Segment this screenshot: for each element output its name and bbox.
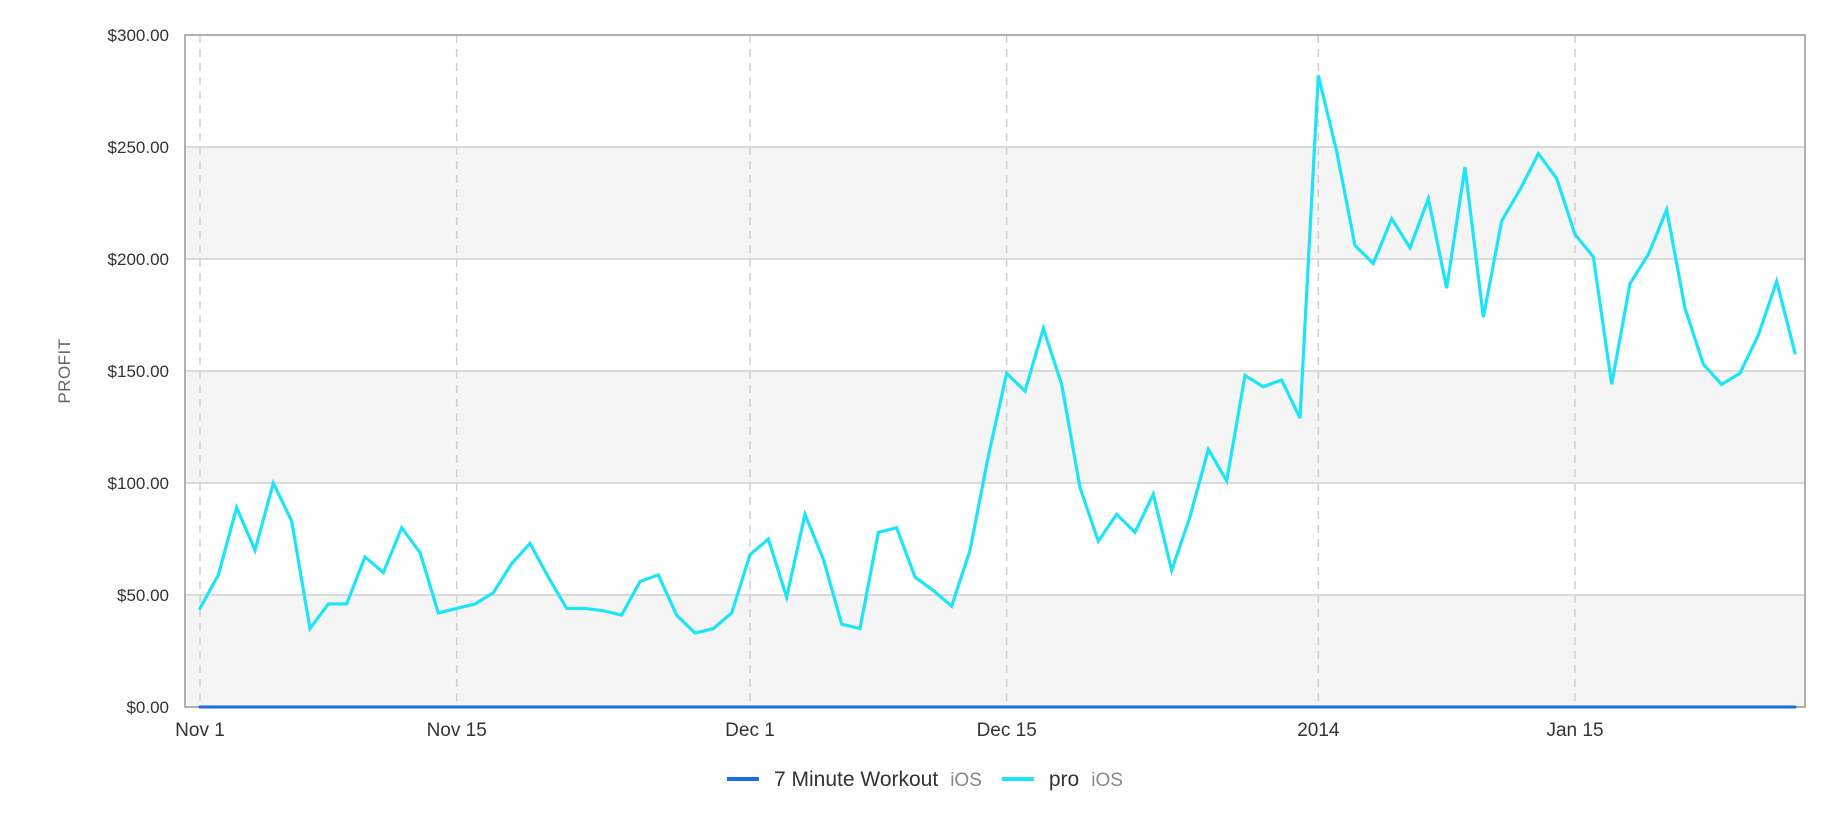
x-tick-label: Dec 1 — [725, 720, 775, 741]
y-tick-label: $50.00 — [117, 586, 169, 605]
y-axis-label: PROFIT — [55, 338, 74, 403]
plot-band — [185, 483, 1805, 595]
x-tick-label: Nov 1 — [175, 720, 225, 741]
series-line-pro[interactable] — [198, 74, 1797, 635]
x-axis-tick-labels: Nov 1 Nov 15 Dec 1 Dec 15 2014 Jan 15 — [175, 720, 1603, 741]
legend-series-platform: iOS — [1091, 770, 1123, 791]
y-axis-tick-labels: $0.00 $50.00 $100.00 $150.00 $200.00 $250.00 $… — [108, 26, 169, 717]
legend-series-platform: iOS — [950, 770, 982, 791]
y-tick-label: $250.00 — [108, 138, 169, 157]
legend[interactable]: 7 Minute Workout iOS pro iOS — [727, 768, 1123, 791]
legend-series-name: 7 Minute Workout — [774, 768, 938, 791]
plot-band — [185, 35, 1805, 147]
x-tick-label: Jan 15 — [1546, 720, 1603, 741]
plot-band — [185, 147, 1805, 259]
legend-item[interactable]: pro iOS — [1001, 768, 1123, 791]
y-tick-label: $100.00 — [108, 474, 169, 493]
legend-series-name: pro — [1049, 768, 1079, 791]
legend-item[interactable]: 7 Minute Workout iOS — [727, 768, 982, 791]
x-tick-label: Dec 15 — [977, 720, 1037, 741]
y-tick-label: $300.00 — [108, 26, 169, 45]
y-tick-label: $200.00 — [108, 250, 169, 269]
plot-band — [185, 595, 1805, 707]
y-tick-label: $0.00 — [126, 698, 169, 717]
plot-bands — [185, 35, 1805, 707]
series-layer — [198, 74, 1797, 709]
y-tick-label: $150.00 — [108, 362, 169, 381]
x-tick-label: Nov 15 — [427, 720, 487, 741]
x-tick-label: 2014 — [1297, 720, 1340, 741]
plot-band — [185, 259, 1805, 371]
